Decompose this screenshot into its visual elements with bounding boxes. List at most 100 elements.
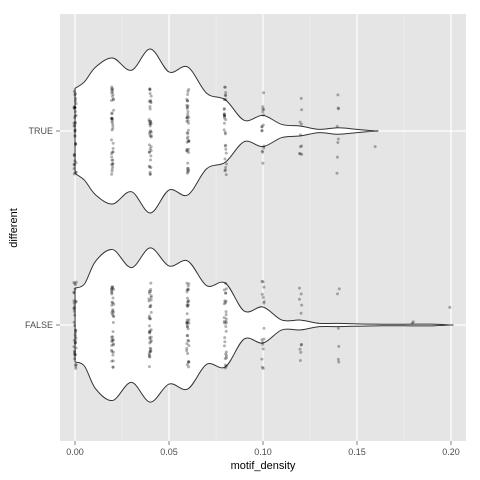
data-point <box>187 344 191 348</box>
data-point <box>186 170 190 174</box>
data-points <box>72 85 452 370</box>
data-point <box>73 159 77 163</box>
data-point <box>223 130 227 134</box>
x-tick-label: 0.10 <box>254 447 272 457</box>
data-point <box>149 135 153 139</box>
data-point <box>299 96 303 100</box>
data-point <box>185 320 189 324</box>
data-point <box>148 122 152 126</box>
data-point <box>261 340 265 344</box>
data-point <box>110 311 114 315</box>
data-point <box>148 329 152 333</box>
data-point <box>110 289 114 293</box>
data-point <box>298 133 302 137</box>
y-tick-label: FALSE <box>25 320 53 330</box>
data-point <box>73 105 77 109</box>
data-point <box>186 360 190 364</box>
data-point <box>335 124 339 128</box>
data-point <box>73 287 77 291</box>
data-point <box>110 87 114 91</box>
data-point <box>224 325 228 329</box>
data-point <box>109 117 113 121</box>
data-point <box>147 354 151 358</box>
data-point <box>185 325 189 329</box>
data-point <box>74 328 78 332</box>
data-point <box>149 145 153 149</box>
data-point <box>262 301 266 305</box>
data-point <box>74 170 78 174</box>
data-point <box>187 365 191 369</box>
data-point <box>112 315 116 318</box>
data-point <box>224 173 228 177</box>
data-point <box>111 121 115 125</box>
data-point <box>111 162 115 166</box>
data-point <box>72 153 76 157</box>
data-point <box>111 339 115 343</box>
data-point <box>111 286 115 290</box>
data-point <box>111 338 115 342</box>
data-point <box>260 125 264 129</box>
data-point <box>73 99 77 103</box>
data-point <box>73 124 77 128</box>
data-point <box>187 150 191 154</box>
y-tick-label: TRUE <box>29 126 54 136</box>
data-point <box>186 339 190 343</box>
data-point <box>110 285 114 289</box>
data-point <box>148 147 152 151</box>
x-tick-label: 0.15 <box>348 447 366 457</box>
data-point <box>147 299 151 303</box>
data-point <box>111 93 115 97</box>
data-point <box>186 128 190 132</box>
data-point <box>224 321 228 325</box>
data-point <box>261 123 265 127</box>
data-point <box>187 299 191 303</box>
data-point <box>111 365 115 369</box>
data-point <box>223 93 227 97</box>
data-point <box>186 161 190 165</box>
data-point <box>185 116 189 120</box>
data-point <box>187 169 191 173</box>
data-point <box>147 289 151 293</box>
data-point <box>147 150 151 154</box>
data-point <box>222 344 226 348</box>
data-point <box>72 105 76 109</box>
data-point <box>224 319 228 323</box>
data-point <box>149 298 153 302</box>
data-point <box>73 121 77 125</box>
data-point <box>148 130 152 134</box>
data-point <box>297 297 301 301</box>
data-point <box>111 308 115 312</box>
data-point <box>111 146 115 150</box>
data-point <box>148 131 151 135</box>
data-point <box>187 321 191 325</box>
data-point <box>185 334 189 338</box>
data-point <box>300 342 304 346</box>
data-point <box>186 352 190 356</box>
data-point <box>147 119 151 123</box>
data-point <box>72 153 76 157</box>
data-point <box>186 360 190 364</box>
data-point <box>224 313 228 317</box>
data-point <box>148 305 152 309</box>
data-point <box>223 114 226 118</box>
data-point <box>300 144 304 148</box>
data-point <box>185 347 189 351</box>
data-point <box>336 107 340 111</box>
data-point <box>223 144 227 148</box>
data-point <box>260 129 264 133</box>
data-point <box>222 108 226 112</box>
data-point <box>112 310 116 314</box>
data-point <box>73 353 77 357</box>
data-point <box>149 166 153 170</box>
data-point <box>186 104 190 108</box>
data-point <box>224 317 228 321</box>
data-point <box>73 116 77 120</box>
data-point <box>222 128 226 132</box>
data-point <box>74 363 77 367</box>
data-point <box>224 147 228 151</box>
data-point <box>74 353 78 357</box>
data-point <box>73 134 77 138</box>
data-point <box>110 340 114 344</box>
data-point <box>110 335 114 339</box>
data-point <box>187 87 191 91</box>
